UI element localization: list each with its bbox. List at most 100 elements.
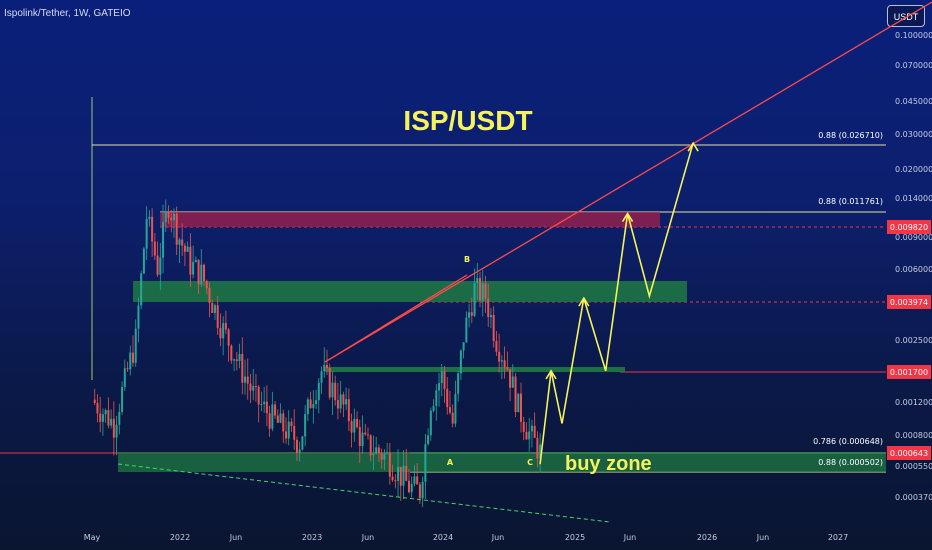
candle [317,382,320,401]
candle [293,425,296,440]
candle [156,255,159,275]
x-tick: 2025 [565,533,585,542]
candle [487,298,490,317]
candle [315,400,318,405]
price-label-bg [887,295,931,309]
x-tick: Jun [756,533,770,542]
candle [380,453,383,460]
candle [178,239,181,245]
supply-zone[interactable] [160,212,660,227]
candle [522,421,525,432]
candle [397,466,400,481]
candle [536,437,539,459]
candle [153,241,156,256]
y-tick: 0.000370 [895,493,932,502]
candle [164,211,167,223]
candle [233,359,236,361]
candle [96,402,99,414]
candle [295,439,298,453]
candle [104,410,107,415]
y-tick: 0.000800 [895,431,932,440]
candle [356,418,359,428]
y-tick: 0.045000 [895,97,932,106]
candle [405,465,408,481]
x-tick: Jun [623,533,637,542]
y-tick: 0.006000 [895,265,932,274]
candle [391,476,394,481]
y-tick: 0.070000 [895,61,932,70]
candle [246,376,249,384]
candle [159,257,162,275]
candle [134,328,137,363]
candle [353,418,356,433]
candle [213,305,216,313]
candle [252,386,255,391]
candle [235,359,238,361]
y-tick: 0.001200 [895,398,932,407]
candle [364,432,367,435]
candle [230,345,233,361]
candle [268,413,271,429]
candle [470,312,473,316]
candle [271,404,274,429]
candle [517,393,520,412]
x-tick: 2026 [697,533,717,542]
candle [339,394,342,409]
candle [328,367,331,398]
candle [203,264,206,281]
fib-label: 0.786 (0.000648) [813,437,883,446]
candle [375,447,378,454]
y-tick: 0.030000 [895,130,932,139]
candle [257,386,260,405]
demand-zone-mid[interactable] [325,367,625,372]
candle [197,259,200,285]
candle [427,435,430,445]
candle [479,277,482,301]
candle [298,449,301,453]
candle [99,413,102,422]
candle [140,273,143,306]
candle [383,453,386,460]
candle [369,435,372,456]
candle [500,360,503,362]
candle [172,213,175,221]
resistance-trendline[interactable] [324,1,932,363]
candle [525,431,528,440]
candle [309,399,312,409]
candle [334,382,337,401]
y-tick: 0.020000 [895,165,932,174]
candles [93,199,542,507]
y-axis[interactable]: 0.100000 0.070000 0.045000 0.030000 0.02… [895,31,932,502]
candle [366,434,369,436]
candle [274,404,277,416]
y-tick: 0.000550 [895,462,932,471]
candle [142,248,145,274]
candle [118,411,121,425]
support-trendline[interactable] [117,463,611,523]
candle [446,388,449,408]
demand-zone-upper[interactable] [133,281,687,302]
x-axis[interactable]: May 2022 Jun 2023 Jun 2024 Jun 2025 Jun … [84,533,848,542]
buy-zone[interactable] [118,452,886,472]
candle [350,421,353,433]
y-tick: 0.002500 [895,336,932,345]
chart-title: ISP/USDT [403,105,532,136]
candle [410,483,413,493]
candle [325,364,328,368]
candle [115,424,118,438]
projection-path [539,142,694,465]
candle [484,283,487,299]
candle [451,412,454,424]
price-label-bg [887,446,931,460]
candle [227,329,230,346]
candle [279,413,282,423]
fib-label: 0.88 (0.011761) [818,197,883,206]
projection-arrowhead [545,369,557,380]
candle [386,452,389,454]
candle [276,415,279,423]
y-tick: 0.009000 [895,233,932,242]
candle [429,410,432,436]
candle [216,305,219,328]
candle [151,216,154,242]
